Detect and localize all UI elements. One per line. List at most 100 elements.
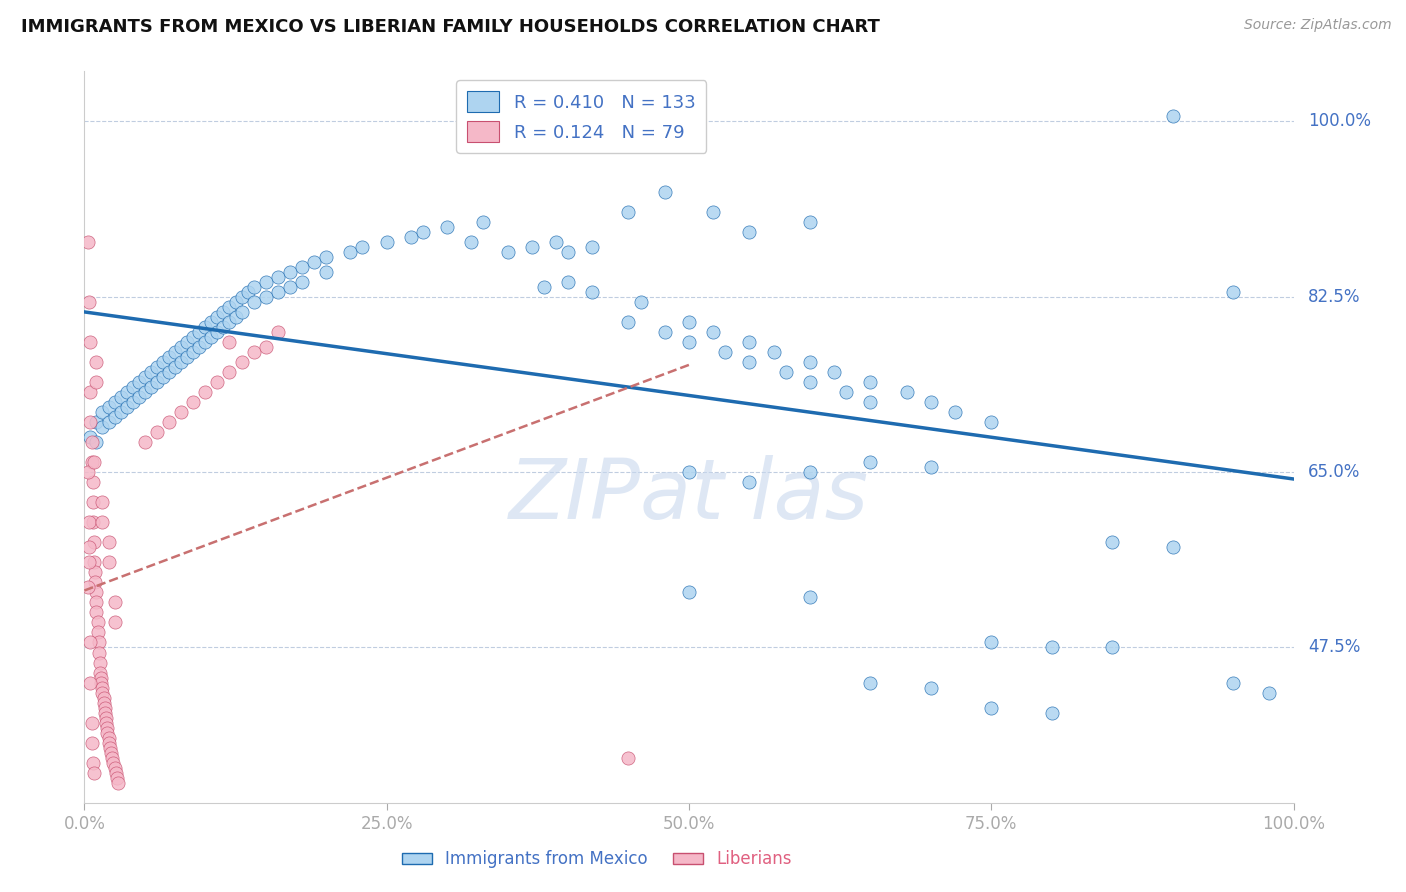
- Point: [1040, 706, 1063, 720]
- Point: [207, 325, 229, 339]
- Point: [134, 370, 156, 384]
- Point: [97, 415, 120, 429]
- Point: [188, 325, 211, 339]
- Point: [89, 656, 111, 670]
- Point: [80, 715, 103, 730]
- Point: [212, 305, 235, 319]
- Point: [146, 359, 169, 374]
- Point: [859, 375, 882, 389]
- Text: 47.5%: 47.5%: [1308, 639, 1361, 657]
- Point: [79, 384, 101, 399]
- Point: [859, 675, 882, 690]
- Legend: Immigrants from Mexico, Liberians: Immigrants from Mexico, Liberians: [395, 844, 799, 875]
- Point: [83, 555, 105, 569]
- Point: [82, 495, 104, 509]
- Point: [121, 395, 143, 409]
- Point: [128, 390, 150, 404]
- Point: [86, 415, 108, 429]
- Point: [165, 345, 187, 359]
- Point: [188, 340, 211, 354]
- Point: [702, 204, 724, 219]
- Point: [87, 635, 110, 649]
- Point: [678, 315, 700, 329]
- Point: [702, 325, 724, 339]
- Point: [115, 400, 138, 414]
- Point: [86, 435, 108, 450]
- Point: [557, 244, 579, 259]
- Point: [920, 395, 942, 409]
- Point: [267, 269, 290, 284]
- Point: [1258, 685, 1281, 699]
- Point: [254, 290, 277, 304]
- Point: [980, 635, 1002, 649]
- Point: [231, 305, 253, 319]
- Text: ZIPat las: ZIPat las: [509, 455, 869, 536]
- Point: [980, 700, 1002, 714]
- Point: [654, 325, 676, 339]
- Point: [77, 515, 100, 529]
- Point: [165, 359, 187, 374]
- Point: [678, 334, 700, 349]
- Point: [200, 330, 222, 344]
- Point: [207, 310, 229, 324]
- Point: [678, 585, 700, 599]
- Point: [86, 606, 108, 620]
- Point: [617, 315, 640, 329]
- Point: [375, 235, 398, 249]
- Point: [472, 214, 495, 228]
- Point: [581, 240, 603, 254]
- Point: [412, 225, 434, 239]
- Point: [212, 319, 235, 334]
- Point: [225, 310, 247, 324]
- Point: [302, 254, 325, 268]
- Point: [93, 696, 115, 710]
- Point: [617, 750, 640, 764]
- Point: [104, 615, 127, 630]
- Point: [714, 345, 737, 359]
- Point: [617, 204, 640, 219]
- Point: [436, 219, 458, 234]
- Point: [254, 275, 277, 289]
- Text: Source: ZipAtlas.com: Source: ZipAtlas.com: [1244, 18, 1392, 32]
- Point: [157, 415, 180, 429]
- Point: [94, 715, 117, 730]
- Point: [399, 229, 422, 244]
- Point: [96, 721, 118, 735]
- Point: [654, 185, 676, 199]
- Point: [83, 455, 105, 469]
- Point: [103, 756, 125, 770]
- Point: [799, 375, 821, 389]
- Point: [104, 395, 127, 409]
- Point: [97, 736, 120, 750]
- Point: [520, 240, 543, 254]
- Point: [775, 365, 797, 379]
- Point: [218, 315, 240, 329]
- Point: [104, 761, 127, 775]
- Point: [91, 685, 114, 699]
- Point: [231, 290, 253, 304]
- Point: [97, 555, 120, 569]
- Point: [80, 736, 103, 750]
- Point: [352, 240, 374, 254]
- Point: [77, 580, 100, 594]
- Point: [207, 375, 229, 389]
- Point: [980, 415, 1002, 429]
- Point: [97, 731, 120, 745]
- Point: [104, 765, 127, 780]
- Point: [139, 380, 162, 394]
- Point: [79, 430, 101, 444]
- Point: [278, 265, 301, 279]
- Point: [1222, 285, 1244, 299]
- Point: [98, 740, 121, 755]
- Point: [80, 455, 103, 469]
- Text: IMMIGRANTS FROM MEXICO VS LIBERIAN FAMILY HOUSEHOLDS CORRELATION CHART: IMMIGRANTS FROM MEXICO VS LIBERIAN FAMIL…: [21, 18, 880, 36]
- Point: [181, 395, 204, 409]
- Point: [134, 384, 156, 399]
- Point: [82, 515, 104, 529]
- Point: [920, 460, 942, 475]
- Point: [859, 395, 882, 409]
- Point: [581, 285, 603, 299]
- Point: [86, 355, 108, 369]
- Point: [97, 535, 120, 549]
- Point: [79, 415, 101, 429]
